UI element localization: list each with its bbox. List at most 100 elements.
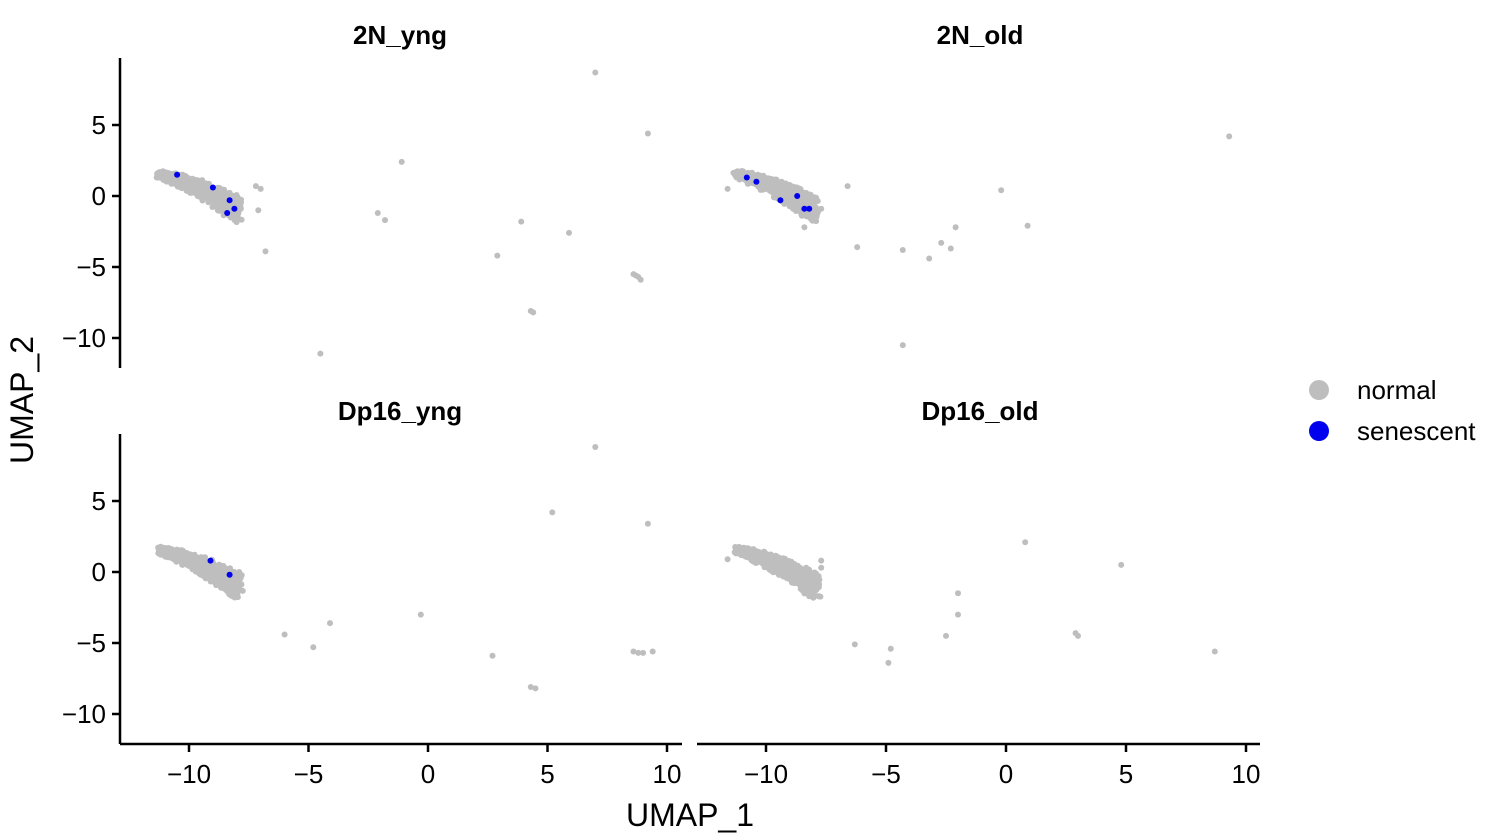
normal-point-dp16-old xyxy=(788,577,795,584)
senescent-point-dp16-yng xyxy=(207,557,214,564)
normal-point-2n-old xyxy=(802,211,809,218)
normal-point-2n-yng xyxy=(566,229,572,236)
normal-point-2n-old xyxy=(749,171,756,177)
normal-point-dp16-yng xyxy=(549,509,556,516)
normal-point-2n-yng xyxy=(164,172,171,179)
normal-point-dp16-yng xyxy=(233,575,240,582)
normal-point-2n-yng xyxy=(518,218,525,225)
x-tick-label: −10 xyxy=(744,759,788,789)
normal-point-2n-old xyxy=(854,244,861,251)
normal-point-dp16-old xyxy=(806,586,813,593)
panel-2n-old: 2N_old xyxy=(724,20,1233,349)
normal-point-dp16-old xyxy=(1118,561,1125,568)
normal-point-2n-yng xyxy=(156,169,163,176)
normal-point-dp16-yng xyxy=(184,551,191,558)
senescent-point-2n-yng xyxy=(224,210,231,216)
panel-title-2n-yng: 2N_yng xyxy=(353,20,447,50)
normal-point-dp16-old xyxy=(724,556,731,563)
points-2n-yng xyxy=(153,69,651,357)
normal-point-2n-yng xyxy=(226,189,233,196)
normal-point-dp16-old xyxy=(768,556,775,562)
normal-point-dp16-yng xyxy=(215,579,222,585)
normal-point-dp16-yng xyxy=(173,557,180,564)
legend-label-normal: normal xyxy=(1357,375,1436,405)
normal-point-dp16-old xyxy=(813,574,820,581)
normal-point-2n-old xyxy=(782,181,789,188)
normal-point-dp16-yng xyxy=(236,581,243,588)
normal-point-dp16-yng xyxy=(489,652,496,659)
normal-point-dp16-yng xyxy=(630,648,637,655)
normal-point-2n-yng xyxy=(262,248,269,255)
normal-point-2n-old xyxy=(798,211,805,218)
normal-point-dp16-yng xyxy=(219,566,226,573)
normal-point-2n-old xyxy=(899,342,906,349)
senescent-point-2n-old xyxy=(777,197,784,204)
normal-point-2n-old xyxy=(762,179,768,186)
points-dp16-yng xyxy=(155,444,656,692)
normal-point-dp16-old xyxy=(797,569,804,576)
normal-point-2n-old xyxy=(768,182,775,189)
x-tick-label: 5 xyxy=(540,759,554,789)
y-tick-label: −5 xyxy=(76,252,106,282)
normal-point-2n-yng xyxy=(237,200,244,207)
normal-point-2n-old xyxy=(793,197,800,204)
normal-point-dp16-old xyxy=(818,564,825,571)
normal-point-dp16-yng xyxy=(310,644,317,651)
normal-point-dp16-yng xyxy=(186,562,193,569)
normal-point-dp16-old xyxy=(1022,539,1029,546)
normal-point-dp16-yng xyxy=(228,579,235,586)
normal-point-dp16-yng xyxy=(211,565,218,572)
normal-point-2n-old xyxy=(899,247,906,253)
normal-point-2n-yng xyxy=(231,217,238,224)
normal-point-2n-old xyxy=(844,183,851,190)
y-tick-label: 0 xyxy=(92,557,106,587)
x-tick-label: 5 xyxy=(1119,759,1133,789)
normal-point-2n-old xyxy=(732,169,739,176)
x-tick-label: 0 xyxy=(999,759,1013,789)
normal-point-dp16-yng xyxy=(234,594,241,601)
normal-point-dp16-old xyxy=(887,645,894,652)
legend-key-normal xyxy=(1309,380,1329,400)
x-tick-label: 0 xyxy=(421,759,435,789)
normal-point-dp16-yng xyxy=(219,576,226,583)
normal-point-2n-old xyxy=(769,188,776,195)
normal-point-dp16-old xyxy=(802,579,809,585)
x-axis-title: UMAP_1 xyxy=(626,797,754,833)
normal-point-2n-yng xyxy=(382,217,388,224)
normal-point-2n-old xyxy=(952,224,959,231)
normal-point-dp16-old xyxy=(943,632,949,639)
normal-point-2n-yng xyxy=(188,189,195,196)
normal-point-dp16-old xyxy=(780,573,787,580)
normal-point-2n-yng xyxy=(189,175,196,182)
x-tick-label: 10 xyxy=(1232,759,1261,789)
y-axis-title: UMAP_2 xyxy=(4,336,40,464)
normal-point-dp16-yng xyxy=(327,620,333,627)
normal-point-dp16-yng xyxy=(191,564,198,571)
normal-point-dp16-old xyxy=(732,544,739,551)
normal-point-dp16-old xyxy=(802,568,809,575)
normal-point-dp16-yng xyxy=(592,444,599,450)
normal-point-2n-yng xyxy=(530,309,537,316)
normal-point-2n-old xyxy=(998,187,1005,194)
normal-point-dp16-old xyxy=(1211,648,1218,655)
normal-point-dp16-yng xyxy=(527,684,534,690)
normal-point-dp16-old xyxy=(810,582,817,589)
normal-point-2n-yng xyxy=(255,207,262,214)
normal-point-2n-old xyxy=(782,195,788,202)
panel-dp16-old: Dp16_old xyxy=(724,396,1218,666)
senescent-point-2n-old xyxy=(794,193,801,199)
normal-point-dp16-old xyxy=(775,560,782,567)
panel-title-dp16-yng: Dp16_yng xyxy=(338,396,462,426)
axes-layer: 5 0 −5 −10 5 0 −5 −10 −10 −5 0 5 10 −10 −5 0 5 10 xyxy=(62,58,1261,789)
normal-point-2n-yng xyxy=(398,158,405,165)
normal-point-dp16-yng xyxy=(209,576,216,583)
normal-point-2n-yng xyxy=(644,130,651,137)
normal-point-2n-old xyxy=(775,188,782,195)
normal-point-dp16-old xyxy=(794,562,801,569)
points-2n-old xyxy=(724,133,1233,349)
senescent-point-2n-yng xyxy=(209,184,216,191)
normal-point-2n-old xyxy=(775,179,782,186)
normal-point-2n-yng xyxy=(632,272,639,279)
x-tick-label: −10 xyxy=(167,759,211,789)
normal-point-dp16-yng xyxy=(160,548,167,555)
